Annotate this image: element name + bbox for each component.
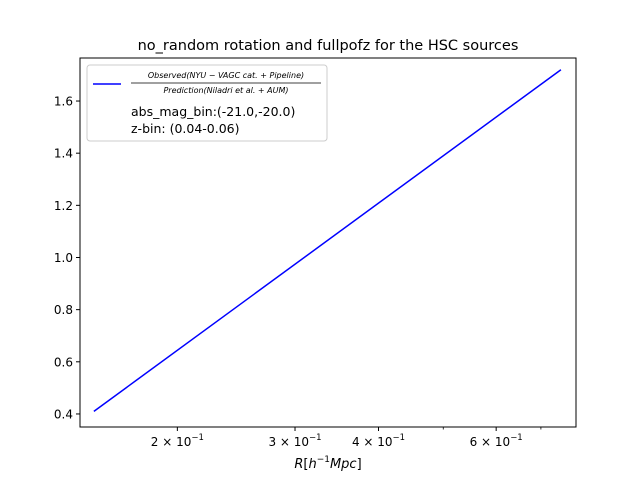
x-tick-label: 6 × 10−1 — [470, 433, 523, 449]
y-tick-label: 0.4 — [54, 407, 73, 421]
x-axis-label: R[h−1Mpc] — [294, 455, 361, 472]
x-tick-label: 4 × 10−1 — [352, 433, 405, 449]
legend-z-bin: z-bin: (0.04-0.06) — [131, 121, 240, 136]
y-tick-label: 1.0 — [54, 251, 73, 265]
y-tick-label: 1.4 — [54, 147, 73, 161]
x-tick-label: 3 × 10−1 — [268, 433, 321, 449]
y-axis: 0.4 0.6 0.8 1.0 1.2 1.4 1.6 — [54, 95, 80, 421]
y-tick-label: 1.6 — [54, 95, 73, 109]
series-group — [93, 69, 562, 412]
legend: Observed(NYU − VAGC cat. + Pipeline) Pre… — [86, 64, 328, 142]
x-tick-label: 2 × 10−1 — [151, 433, 204, 449]
plot-frame — [79, 57, 577, 428]
x-axis: 2 × 10−1 3 × 10−1 4 × 10−1 6 × 10−1 — [151, 427, 542, 449]
legend-abs-mag-bin: abs_mag_bin:(-21.0,-20.0) — [131, 104, 295, 119]
chart-title: no_random rotation and fullpofz for the … — [138, 38, 519, 54]
y-tick-label: 0.8 — [54, 303, 73, 317]
legend-numerator: Observed(NYU − VAGC cat. + Pipeline) — [148, 71, 304, 80]
legend-denominator: Prediction(Niladri et al. + AUM) — [163, 86, 288, 95]
series-line — [93, 69, 562, 412]
y-tick-label: 1.2 — [54, 199, 73, 213]
legend-box — [86, 64, 328, 142]
y-tick-label: 0.6 — [54, 355, 73, 369]
